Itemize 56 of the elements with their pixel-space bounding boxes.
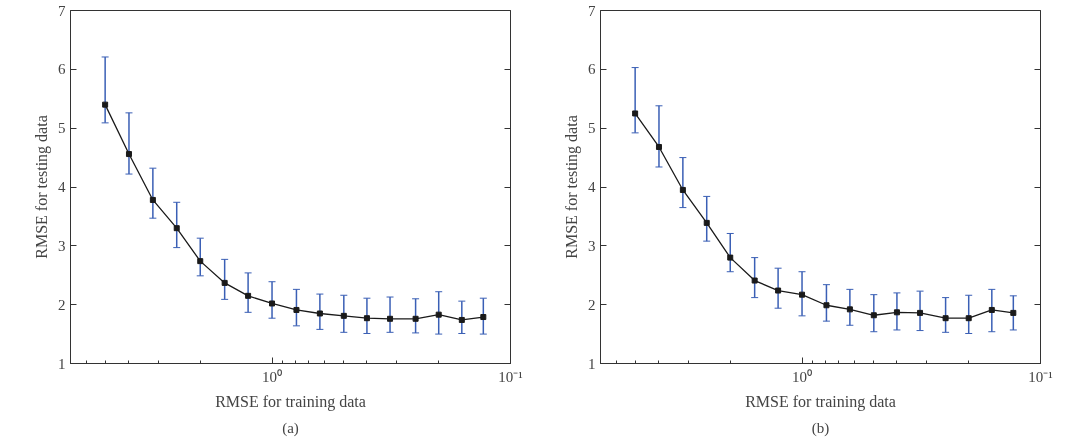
y-axis-title: RMSE for testing data (33, 115, 51, 259)
y-tick-label: 6 (58, 61, 66, 78)
point (173, 225, 180, 232)
point (363, 315, 370, 322)
point (221, 279, 228, 286)
point (917, 309, 924, 316)
x-tick-label: 10⁻¹ (1028, 368, 1053, 385)
point (823, 302, 830, 309)
point (942, 315, 949, 322)
y-tick-label: 2 (588, 296, 596, 313)
point (799, 291, 806, 298)
point (197, 258, 204, 265)
point (102, 101, 109, 108)
point (870, 312, 877, 319)
x-axis-title: RMSE for training data (215, 392, 366, 411)
point (458, 316, 465, 323)
point (125, 151, 132, 158)
point (435, 311, 442, 318)
point (846, 306, 853, 313)
y-axis-title: RMSE for testing data (563, 115, 581, 259)
point (679, 186, 686, 193)
point (340, 312, 347, 319)
point (655, 143, 662, 150)
y-tick-label: 6 (588, 61, 596, 78)
point (149, 196, 156, 203)
x-axis-title: RMSE for training data (745, 392, 896, 411)
x-tick-label: 10⁰ (262, 368, 283, 385)
y-tick-label: 1 (58, 355, 66, 372)
y-tick-label: 2 (58, 296, 66, 313)
y-tick-label: 3 (58, 237, 66, 254)
point (269, 300, 276, 307)
y-tick-label: 4 (58, 179, 66, 195)
point (703, 219, 710, 226)
point (727, 254, 734, 261)
text: (b) (811, 419, 830, 437)
y-tick-label: 5 (58, 120, 66, 137)
x-tick-label: 10⁰ (792, 368, 813, 385)
point (387, 315, 394, 322)
point (293, 306, 300, 313)
point (632, 110, 639, 117)
y-tick-label: 7 (588, 2, 596, 19)
y-tick-label: 4 (588, 179, 596, 195)
point (893, 309, 900, 316)
point (965, 315, 972, 322)
point (245, 292, 252, 299)
point (988, 306, 995, 313)
y-tick-label: 5 (588, 120, 596, 137)
y-tick-label: 7 (58, 2, 66, 19)
y-tick-label: 1 (588, 355, 596, 372)
text: (a) (282, 419, 299, 437)
point (775, 287, 782, 294)
point (751, 277, 758, 284)
point (316, 310, 323, 317)
point (412, 315, 419, 322)
x-tick-label: 10⁻¹ (498, 368, 523, 385)
y-tick-label: 3 (588, 237, 596, 254)
